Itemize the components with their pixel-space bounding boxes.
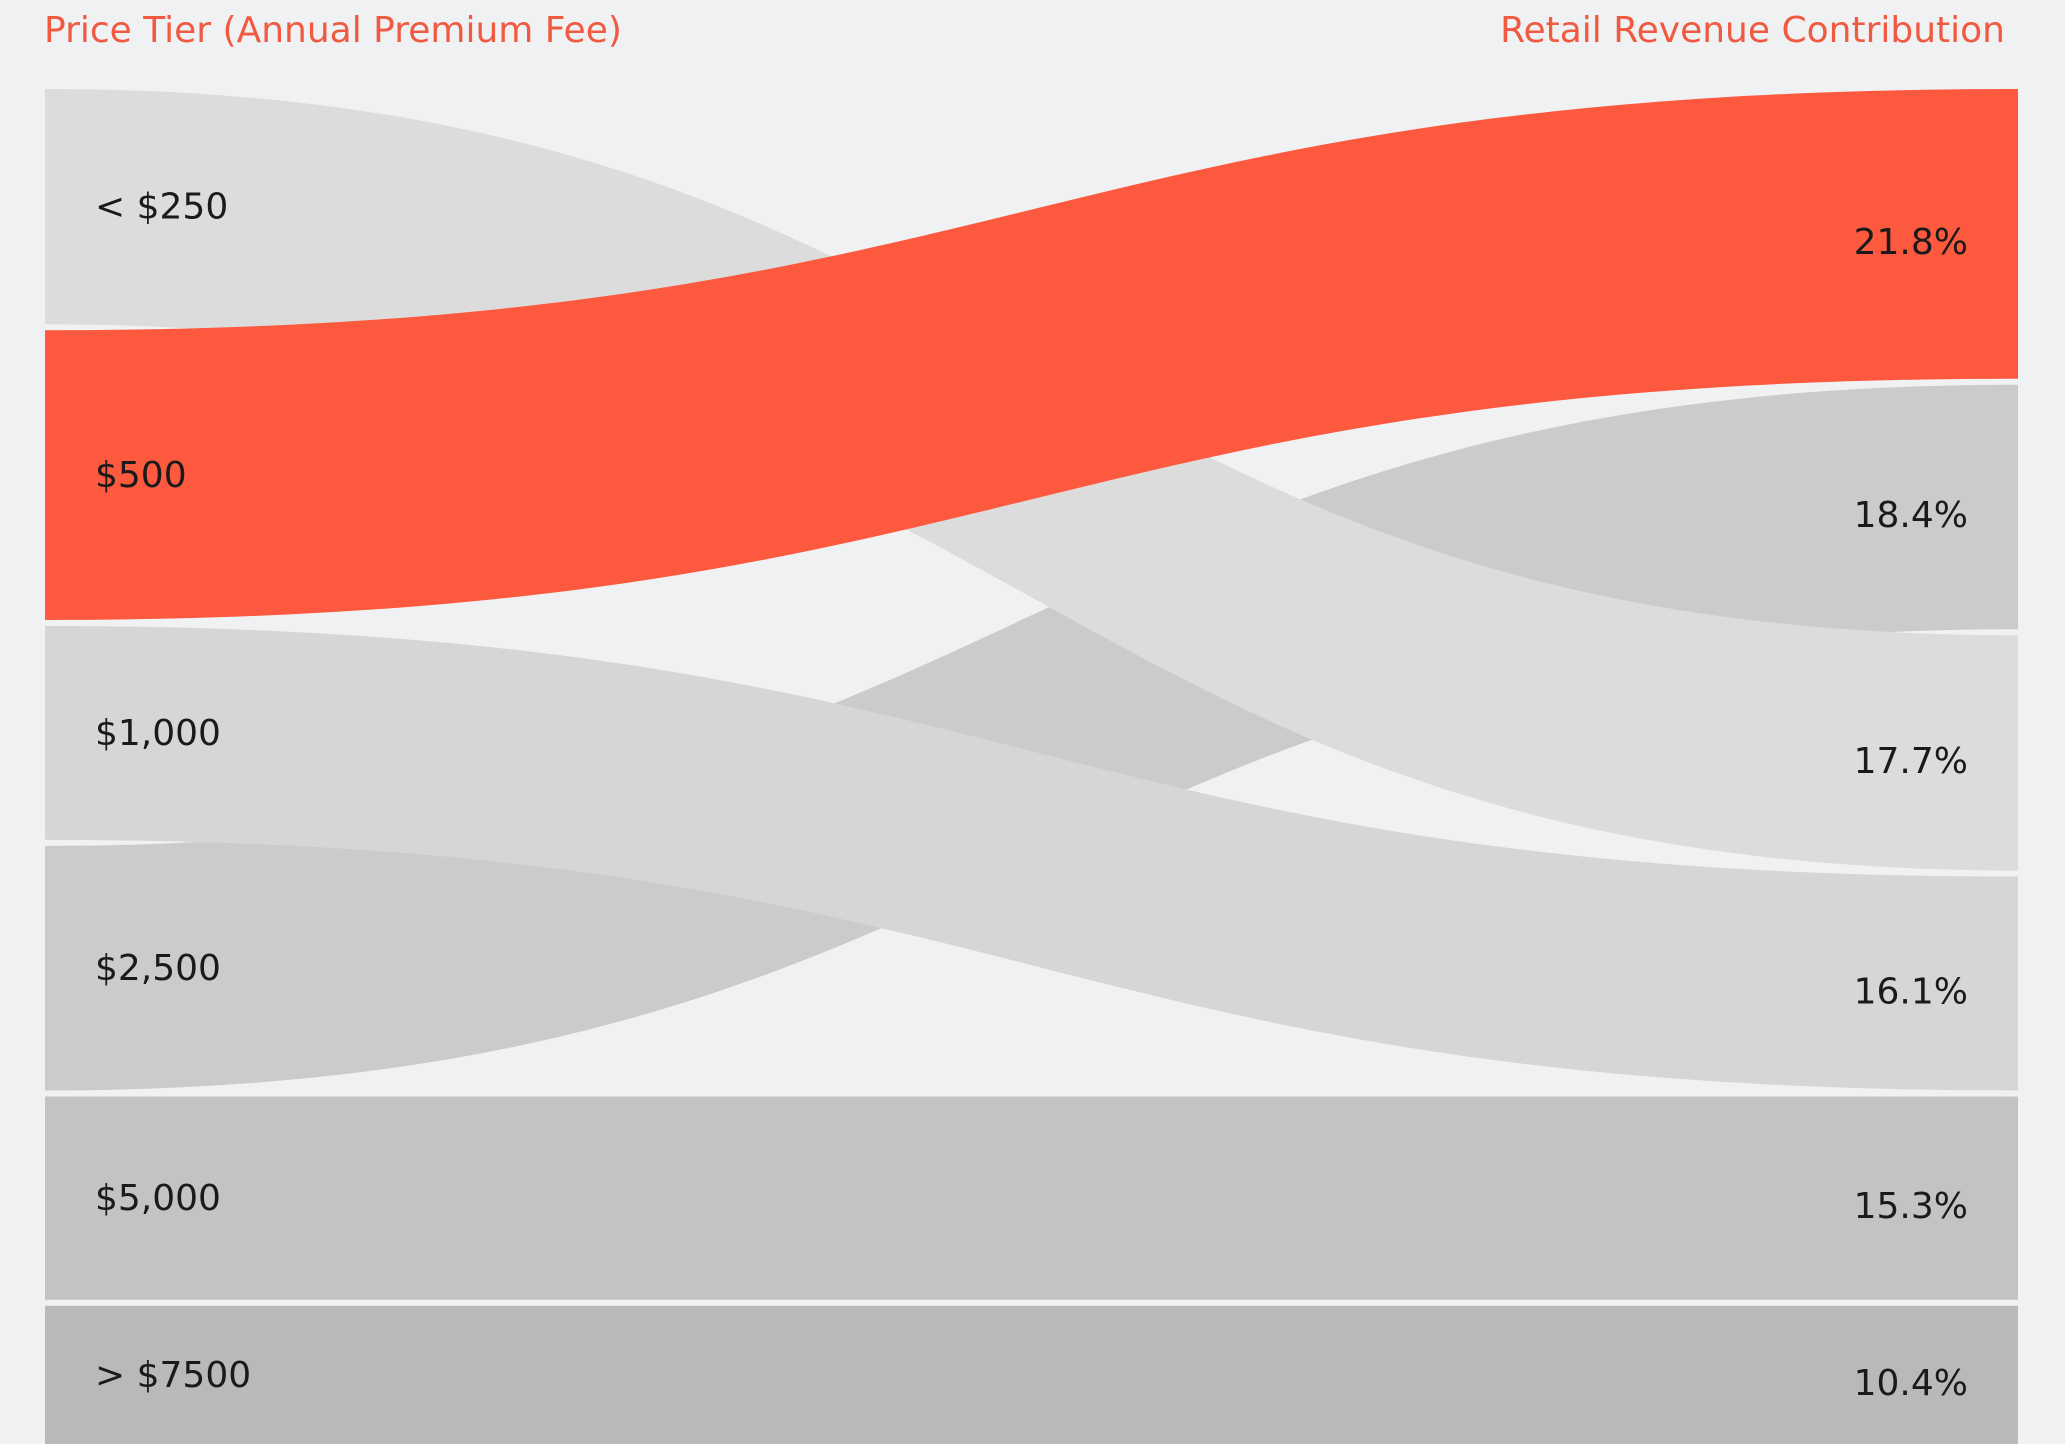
right-column-header: Retail Revenue Contribution bbox=[1500, 10, 2005, 51]
source-label-2-500: $2,500 bbox=[95, 948, 221, 989]
source-label-1-000: $1,000 bbox=[95, 713, 221, 754]
flow-band-500 bbox=[45, 89, 2018, 620]
flow-band-2-500 bbox=[45, 384, 2018, 1091]
target-label-21-8: 21.8% bbox=[1854, 222, 1968, 263]
flow-band-7500 bbox=[45, 1305, 2018, 1444]
flow-band-5-000 bbox=[45, 1096, 2018, 1300]
left-column-header: Price Tier (Annual Premium Fee) bbox=[44, 10, 622, 51]
target-label-16-1: 16.1% bbox=[1854, 971, 1968, 1012]
source-label-500: $500 bbox=[95, 455, 187, 496]
target-label-10-4: 10.4% bbox=[1854, 1363, 1968, 1404]
target-label-15-3: 15.3% bbox=[1854, 1186, 1968, 1227]
target-label-17-7: 17.7% bbox=[1854, 741, 1968, 782]
source-label-250: < $250 bbox=[95, 187, 228, 228]
source-label-7500: > $7500 bbox=[95, 1355, 251, 1396]
target-label-18-4: 18.4% bbox=[1854, 495, 1968, 536]
source-label-5-000: $5,000 bbox=[95, 1178, 221, 1219]
flow-band-1-000 bbox=[45, 625, 2018, 1091]
